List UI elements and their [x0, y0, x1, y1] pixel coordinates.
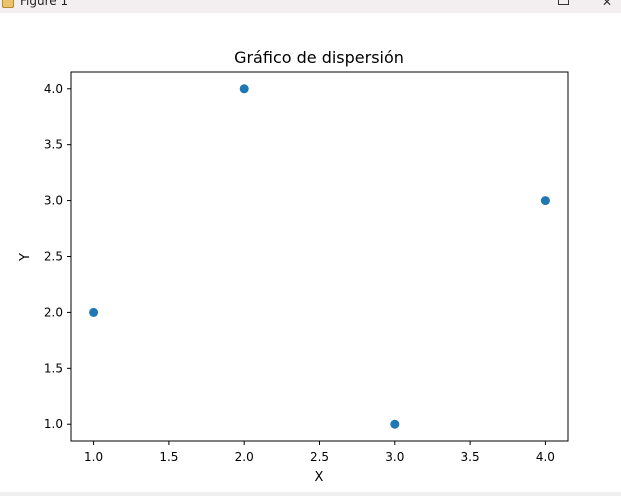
x-tick-label: 2.5: [310, 450, 329, 464]
x-tick-label: 2.0: [235, 450, 254, 464]
y-axis-label: Y: [18, 253, 33, 262]
y-tick-label: 4.0: [44, 82, 63, 96]
y-tick-label: 3.5: [44, 138, 63, 152]
x-axis-label: X: [315, 470, 324, 485]
window-titlebar: Figure 1 ✕: [0, 0, 621, 13]
y-tick-label: 2.0: [44, 305, 63, 319]
scatter-points: [89, 84, 550, 429]
y-axis-ticks: 1.0 1.5 2.0 2.5 3.0 3.5 4.0: [44, 82, 71, 431]
plot-area: [70, 71, 569, 442]
x-tick-label: 3.5: [461, 450, 480, 464]
scatter-point: [89, 307, 99, 317]
y-tick-label: 3.0: [44, 194, 63, 208]
maximize-icon[interactable]: [557, 0, 569, 8]
x-tick-label: 3.0: [385, 450, 404, 464]
figure-app-icon: [2, 0, 14, 8]
close-icon[interactable]: ✕: [601, 0, 613, 9]
x-tick-label: 4.0: [536, 450, 555, 464]
window-bottom-edge: [0, 492, 621, 496]
x-tick-label: 1.5: [159, 450, 178, 464]
window-title: Figure 1: [20, 0, 69, 8]
y-tick-label: 1.0: [44, 417, 63, 431]
x-tick-label: 1.0: [84, 450, 103, 464]
scatter-point: [540, 196, 550, 206]
scatter-point: [239, 84, 249, 94]
y-tick-label: 2.5: [44, 250, 63, 264]
scatter-point: [390, 419, 400, 429]
y-tick-label: 1.5: [44, 361, 63, 375]
chart-title: Gráfico de dispersión: [234, 48, 404, 67]
x-axis-ticks: 1.0 1.5 2.0 2.5 3.0 3.5 4.0: [84, 441, 555, 464]
